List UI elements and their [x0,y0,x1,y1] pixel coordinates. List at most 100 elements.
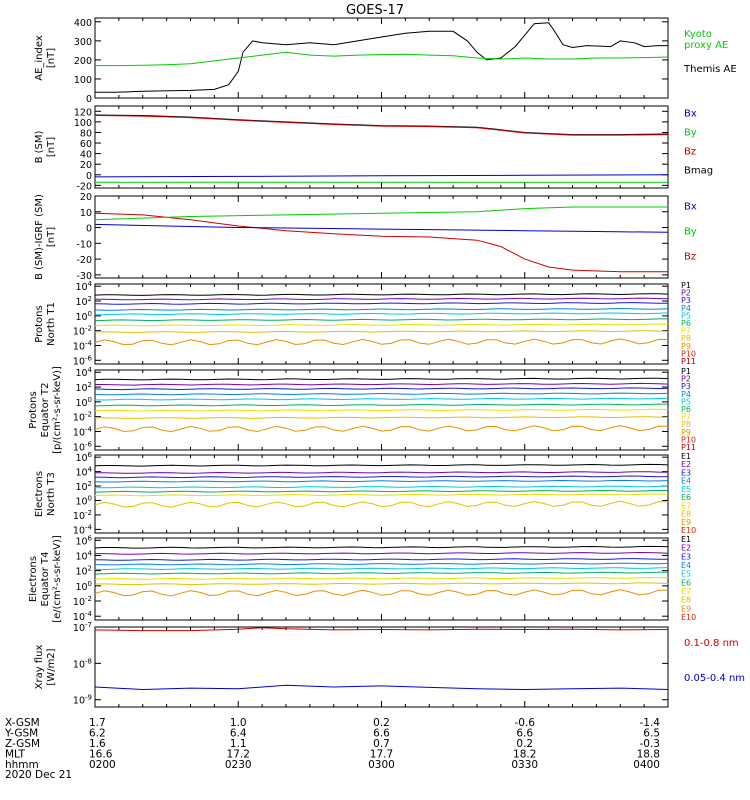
tick-label-base: 10 [75,497,87,508]
tick-label-base: 10 [75,383,87,394]
y-tick-label: 0 [86,171,92,182]
tick-label-base: 10 [73,413,85,424]
series-line [94,223,669,233]
flux-channel-line [94,475,669,479]
y-tick-label: 10-2 [73,325,92,338]
tick-label-exponent: -6 [85,440,93,448]
legend-channel-label: P5 [681,397,691,406]
y-axis-label: B (SM)-IGRF (SM) [34,194,45,280]
tick-label-base: 10 [75,567,87,578]
tick-label-exponent: -2 [85,325,92,333]
legend-entry: 0.05-0.4 nm [684,673,745,684]
legend-channel-label: P10 [681,435,696,444]
tick-label-exponent: -4 [85,339,93,347]
tick-label-exponent: -2 [85,595,92,603]
footer-value: 0.2 [516,738,533,750]
tick-label-exponent: -4 [85,523,93,531]
legend-channel-label: P7 [681,413,691,422]
footer-value: 18.8 [637,749,660,761]
flux-channel-line [94,377,669,381]
y-tick-label: 100 [75,580,92,593]
y-tick-label: 10-2 [73,411,92,424]
flux-channel-line [94,425,669,433]
footer-value: 0200 [89,759,116,771]
flux-channel-line [94,545,669,549]
series-line [95,22,668,93]
flux-channel-line [94,392,669,396]
tick-label-base: 10 [73,442,85,453]
y-tick-label: 300 [74,37,92,48]
legend-channel-label: E5 [681,570,691,579]
flux-channel-line [94,558,669,561]
flux-channel-line [94,500,669,508]
y-tick-label: 100 [75,495,92,508]
legend-entry: Bmag [684,166,713,177]
legend-channel-label: E7 [681,501,691,510]
footer-value: 1.1 [230,738,247,750]
series-line [94,115,669,136]
y-tick-label: 10-4 [73,610,93,623]
flux-channel-line [94,302,669,305]
tick-label-base: 10 [75,536,87,547]
legend-channel-label: E2 [681,460,691,469]
flux-channel-line [94,397,669,401]
y-tick-label: 106 [75,534,92,547]
legend-channel-label: P3 [681,382,691,391]
legend-channel-label: P4 [681,304,691,313]
legend-channel-label: P7 [681,327,691,336]
tick-label-exponent: -2 [85,509,92,517]
y-axis-label: [e/(cm²-s-sr-keV)] [52,535,63,623]
flux-channel-line [94,463,669,467]
legend-channel-label: P6 [681,319,691,328]
flux-channel-line [95,312,669,316]
tick-label-base: 10 [75,297,87,308]
footer-value: 17.2 [227,749,250,761]
tick-label-base: 10 [73,511,85,522]
tick-label-base: 10 [73,356,85,367]
footer-row-label: MLT [5,749,25,761]
y-tick-label: 100 [75,310,92,323]
flux-channel-line [94,479,669,483]
footer-row-label: hhmm [5,759,39,771]
footer-value: 6.4 [230,728,247,740]
y-tick-label: 80 [80,128,92,139]
tick-label-base: 10 [75,398,87,409]
plot-title: GOES-17 [346,3,404,18]
y-tick-label: 100 [75,396,92,409]
y-axis-label: [p/(cm²-s-sr-keV)] [52,366,63,454]
legend-entry: Themis AE [683,64,737,75]
y-tick-label: 0 [86,94,92,105]
legend-entry: Bx [684,202,697,213]
y-tick-label: 60 [80,139,92,150]
series-line [94,174,669,178]
flux-channel-line [94,387,669,391]
y-tick-label: 104 [75,466,92,479]
footer-value: 6.5 [643,728,660,740]
legend-entry: Bx [684,108,697,119]
legend-channel-label: E8 [681,510,691,519]
footer-value: 1.7 [89,717,106,729]
tick-label-base: 10 [75,453,87,464]
tick-label-base: 10 [75,368,87,379]
y-tick-label: 40 [80,150,92,161]
footer-value: 6.6 [373,728,390,740]
series-line [95,51,669,67]
y-tick-label: 100 [74,75,92,86]
tick-label-exponent: 4 [88,366,93,374]
legend-entry: By [684,128,697,139]
y-axis-label: AE_index [34,35,45,81]
series-line [94,627,669,632]
legend-channel-label: E9 [681,518,691,527]
tick-label-base: 10 [75,312,87,323]
flux-channel-line [95,551,669,555]
y-tick-label: 120 [74,107,92,118]
y-tick-label: 10-2 [73,509,92,522]
tick-label-exponent: -2 [85,411,92,419]
tick-label-base: 10 [73,427,85,438]
footer-value: 18.2 [513,749,536,761]
